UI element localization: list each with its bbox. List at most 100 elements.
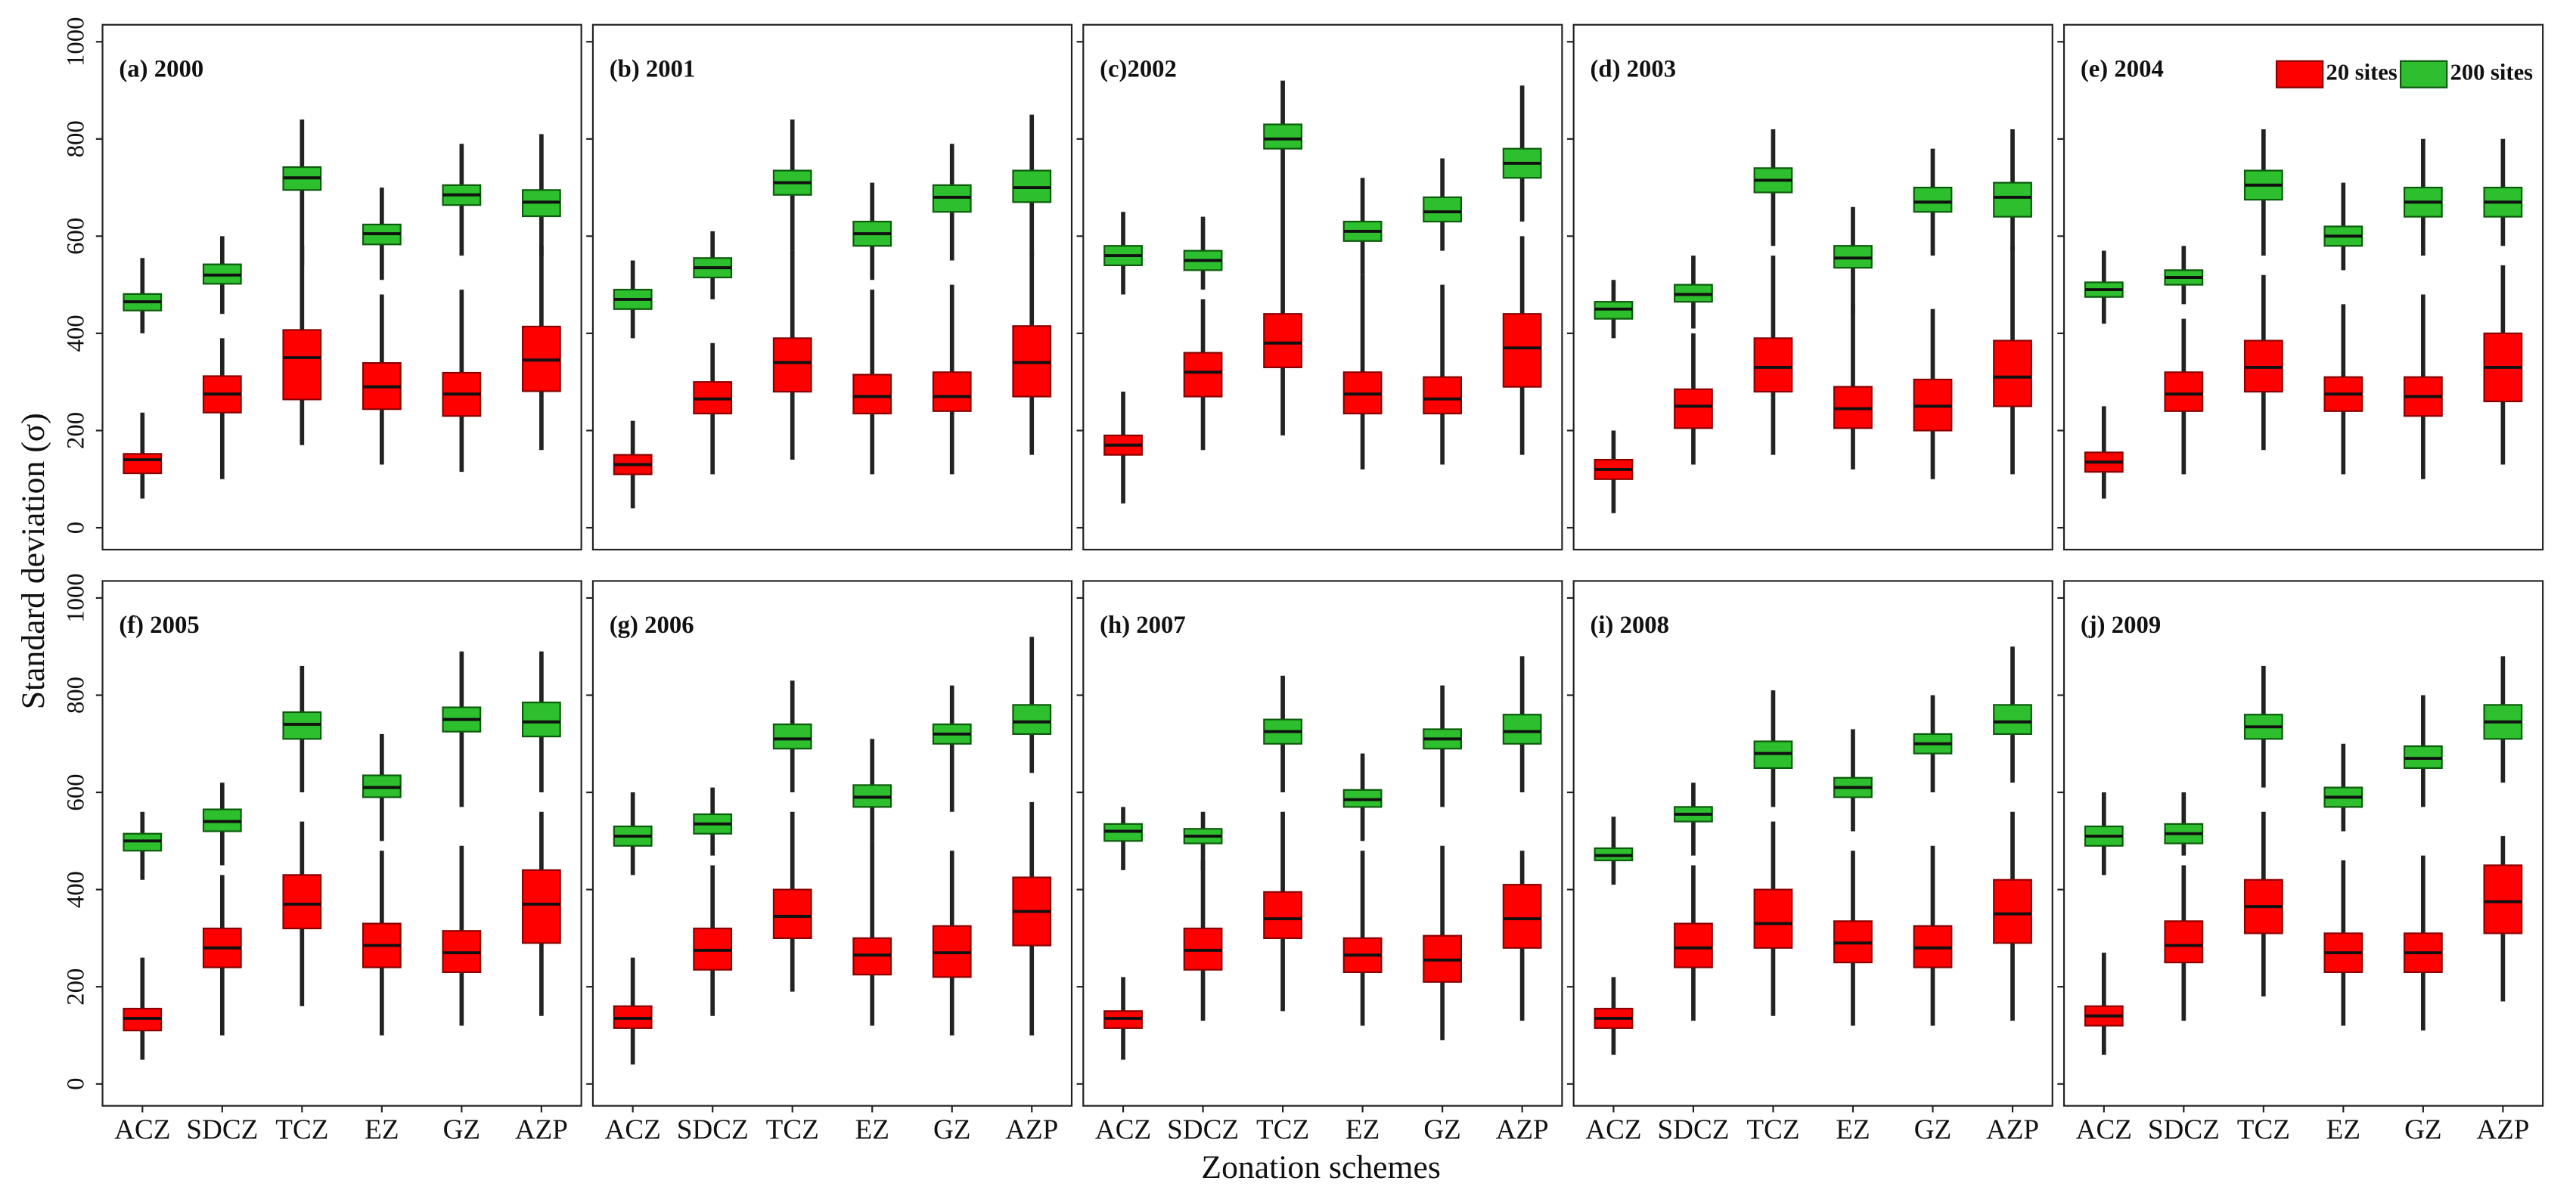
box <box>2164 920 2204 964</box>
box <box>1263 313 1302 369</box>
x-tick-label: AZP <box>515 1114 568 1145</box>
y-tick-label: 600 <box>62 218 89 255</box>
x-tick-label: SDCZ <box>186 1114 258 1145</box>
x-tick-label: ACZ <box>114 1114 170 1145</box>
legend-label: 200 sites <box>2450 59 2534 85</box>
box <box>1913 186 1953 213</box>
x-tick-label: EZ <box>1345 1114 1380 1145</box>
y-tick-label: 800 <box>62 120 89 157</box>
y-tick-label: 400 <box>62 315 89 352</box>
x-tick-label: ACZ <box>1585 1114 1641 1145</box>
box <box>123 453 163 475</box>
panel-title: (f) 2005 <box>119 612 199 639</box>
x-tick-label: ACZ <box>2076 1114 2132 1145</box>
box <box>2483 864 2523 934</box>
x-tick-label: TCZ <box>275 1114 328 1145</box>
x-tick-label: SDCZ <box>1167 1114 1239 1145</box>
x-tick-label: EZ <box>1836 1114 1870 1145</box>
panel-frame <box>2062 580 2544 1107</box>
box <box>1753 888 1793 949</box>
box <box>1183 352 1223 398</box>
x-tick-label: TCZ <box>1746 1114 1799 1145</box>
panel-frame <box>2062 23 2544 551</box>
panel-title: (i) 2008 <box>1591 612 1670 639</box>
panel-frame <box>101 23 582 551</box>
x-tick-label: TCZ <box>766 1114 819 1145</box>
panel-frame <box>1572 580 2053 1107</box>
x-tick-label: EZ <box>2326 1114 2360 1145</box>
panel-frame <box>1082 23 1563 551</box>
legend-swatch <box>2400 60 2448 88</box>
box <box>1012 704 1052 736</box>
panel-title: (d) 2003 <box>1591 55 1677 82</box>
y-tick-label: 400 <box>62 871 89 908</box>
x-tick-label: ACZ <box>1095 1114 1151 1145</box>
x-tick-label: GZ <box>1423 1114 1460 1145</box>
panel-frame <box>101 580 582 1107</box>
box <box>852 373 892 415</box>
legend-label: 20 sites <box>2326 59 2398 85</box>
x-tick-label: AZP <box>1986 1114 2039 1145</box>
box <box>1674 388 1713 429</box>
x-tick-label: SDCZ <box>1658 1114 1730 1145</box>
box <box>521 702 561 738</box>
box <box>1502 884 1542 949</box>
x-axis-label: Zonation schemes <box>1201 1149 1440 1185</box>
box <box>521 869 561 944</box>
y-tick-label: 200 <box>62 412 89 449</box>
box <box>1263 891 1302 939</box>
box <box>1423 196 1463 223</box>
panel-title: (e) 2004 <box>2081 55 2164 82</box>
x-tick-label: TCZ <box>2237 1114 2290 1145</box>
box <box>932 371 972 412</box>
panel-title: (h) 2007 <box>1100 612 1186 639</box>
panel-title: (g) 2006 <box>610 612 694 639</box>
y-axis-label: Standard deviation (σ) <box>15 413 51 709</box>
y-tick-label: 1000 <box>62 17 89 67</box>
panel-title: (j) 2009 <box>2081 612 2161 639</box>
x-tick-label: SDCZ <box>2148 1114 2220 1145</box>
x-tick-label: TCZ <box>1256 1114 1309 1145</box>
x-tick-label: AZP <box>1005 1114 1058 1145</box>
panel-frame <box>591 580 1073 1107</box>
panel-frame <box>1082 580 1563 1107</box>
y-tick-label: 1000 <box>62 573 89 622</box>
y-tick-label: 800 <box>62 677 89 714</box>
box <box>2164 371 2204 412</box>
panel-frame <box>1572 23 2053 551</box>
x-tick-label: SDCZ <box>677 1114 749 1145</box>
x-tick-label: EZ <box>855 1114 889 1145</box>
box <box>1993 181 2032 218</box>
box <box>1502 714 1542 745</box>
box <box>1993 339 2032 408</box>
box <box>772 337 812 393</box>
box <box>1502 313 1542 388</box>
box <box>282 329 322 401</box>
box <box>282 874 322 930</box>
box <box>772 723 812 750</box>
panel-title: (b) 2001 <box>610 55 696 82</box>
y-tick-label: 200 <box>62 968 89 1006</box>
y-tick-label: 0 <box>62 1078 89 1090</box>
box <box>772 888 812 939</box>
x-tick-label: GZ <box>443 1114 480 1145</box>
box <box>1423 376 1463 415</box>
x-tick-label: GZ <box>933 1114 970 1145</box>
box <box>1263 123 1302 150</box>
panel-frame <box>591 23 1073 551</box>
box <box>1753 337 1793 393</box>
x-tick-label: AZP <box>2476 1114 2529 1145</box>
x-tick-label: ACZ <box>605 1114 661 1145</box>
y-tick-label: 0 <box>62 522 89 534</box>
y-tick-label: 600 <box>62 774 89 811</box>
x-tick-label: EZ <box>365 1114 399 1145</box>
panel-title: (c)2002 <box>1100 55 1177 82</box>
box <box>1993 879 2032 944</box>
legend-swatch <box>2275 60 2324 88</box>
box <box>1993 704 2032 736</box>
x-tick-label: GZ <box>1914 1114 1951 1145</box>
box <box>1674 922 1713 968</box>
x-tick-label: AZP <box>1496 1114 1549 1145</box>
x-tick-label: GZ <box>2404 1114 2441 1145</box>
